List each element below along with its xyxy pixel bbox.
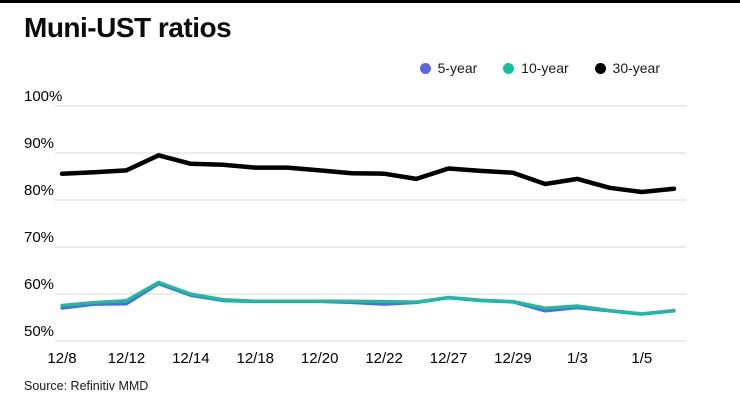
legend-item-5-year: 5-year xyxy=(419,60,478,76)
y-axis-tick-label: 90% xyxy=(24,135,54,152)
x-axis-tick-label: 12/22 xyxy=(365,350,403,367)
chart-title: Muni-UST ratios xyxy=(24,12,232,43)
top-rule xyxy=(0,0,740,3)
series-line-10-year xyxy=(60,280,676,316)
x-axis-tick-label: 12/20 xyxy=(301,350,339,367)
y-axis-tick-label: 80% xyxy=(24,182,54,199)
x-axis-tick-label: 12/14 xyxy=(172,350,210,367)
legend-dot-5-year xyxy=(419,62,431,74)
x-axis-tick-label: 12/12 xyxy=(108,350,146,367)
legend-dot-10-year xyxy=(503,62,515,74)
legend-label-10-year: 10-year xyxy=(521,60,569,76)
legend-label-30-year: 30-year xyxy=(612,60,660,76)
series-line-30-year xyxy=(59,153,677,195)
x-axis-tick-label: 12/18 xyxy=(236,350,274,367)
y-axis-tick-label: 70% xyxy=(24,229,54,246)
x-axis-tick-label: 12/8 xyxy=(47,350,76,367)
y-axis-tick-label: 50% xyxy=(24,323,54,340)
chart-legend: 5-year 10-year 30-year xyxy=(419,60,660,77)
line-chart: 100% 90% 80% 70% 60% 50% 12/8 12/12 12/14 12/18 12… xyxy=(24,88,686,367)
source-note: Source: Refinitiv MMD xyxy=(24,379,149,393)
legend-label-5-year: 5-year xyxy=(437,60,478,76)
legend-dot-30-year xyxy=(594,62,606,74)
x-axis-tick-label: 12/29 xyxy=(494,350,532,367)
y-axis-tick-label: 100% xyxy=(24,88,62,105)
series-line-5-year xyxy=(60,282,676,316)
legend-item-10-year: 10-year xyxy=(503,60,569,76)
legend-item-30-year: 30-year xyxy=(594,60,660,76)
x-axis-tick-label: 1/3 xyxy=(567,350,588,367)
y-axis-tick-label: 60% xyxy=(24,276,54,293)
x-axis-tick-label: 1/5 xyxy=(631,350,652,367)
x-axis-tick-label: 12/27 xyxy=(430,350,468,367)
